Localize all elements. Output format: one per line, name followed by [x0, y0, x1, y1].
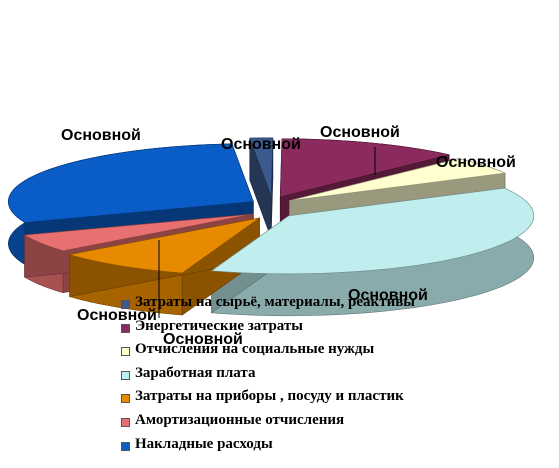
data-label-5: Основной [163, 331, 243, 348]
legend-swatch [121, 370, 130, 380]
legend-swatch [121, 417, 130, 427]
legend-item: Накладные расходы [121, 436, 541, 460]
legend-item: Отчисления на социальные нужды [121, 341, 541, 365]
legend-item: Затраты на приборы , посуду и пластик [121, 388, 541, 412]
data-label-3: Основной [436, 154, 516, 171]
legend-label: Затраты на приборы , посуду и пластик [135, 388, 404, 405]
legend-swatch [121, 323, 130, 333]
legend-label: Накладные расходы [135, 435, 273, 452]
legend-label: Отчисления на социальные нужды [135, 341, 375, 358]
data-label-4: Основной [348, 287, 428, 304]
leader-lines [158, 147, 376, 318]
pie-slice-3 [289, 158, 507, 201]
legend: Затраты на сырьё, материалы, реактивы Эне… [121, 294, 541, 459]
legend-label: Затраты на сырьё, материалы, реактивы [135, 294, 416, 310]
pie-slice-1 [249, 137, 274, 197]
legend-swatch [121, 347, 130, 357]
legend-item: Энергетические затраты [121, 318, 541, 342]
data-label-7: Основной [61, 127, 141, 144]
legend-label: Заработная плата [135, 364, 256, 381]
legend-swatch [121, 394, 130, 404]
pie-slice-4 [210, 187, 535, 275]
data-label-6: Основной [77, 307, 157, 324]
legend-label: Энергетические затраты [135, 317, 303, 334]
pie-slice-2 [279, 138, 450, 198]
legend-item: Амортизационные отчисления [121, 412, 541, 436]
pie-slice-7 [8, 143, 254, 223]
legend-item: Заработная плата [121, 365, 541, 389]
data-label-1: Основной [221, 136, 301, 153]
pie-slice-6 [23, 213, 254, 252]
pie-slice-5 [69, 217, 260, 274]
pie-tops [8, 137, 535, 275]
legend-swatch [121, 300, 130, 309]
legend-swatch [121, 441, 130, 451]
data-label-2: Основной [320, 124, 400, 141]
legend-item: Затраты на сырьё, материалы, реактивы [121, 294, 541, 318]
legend-label: Амортизационные отчисления [135, 411, 345, 428]
